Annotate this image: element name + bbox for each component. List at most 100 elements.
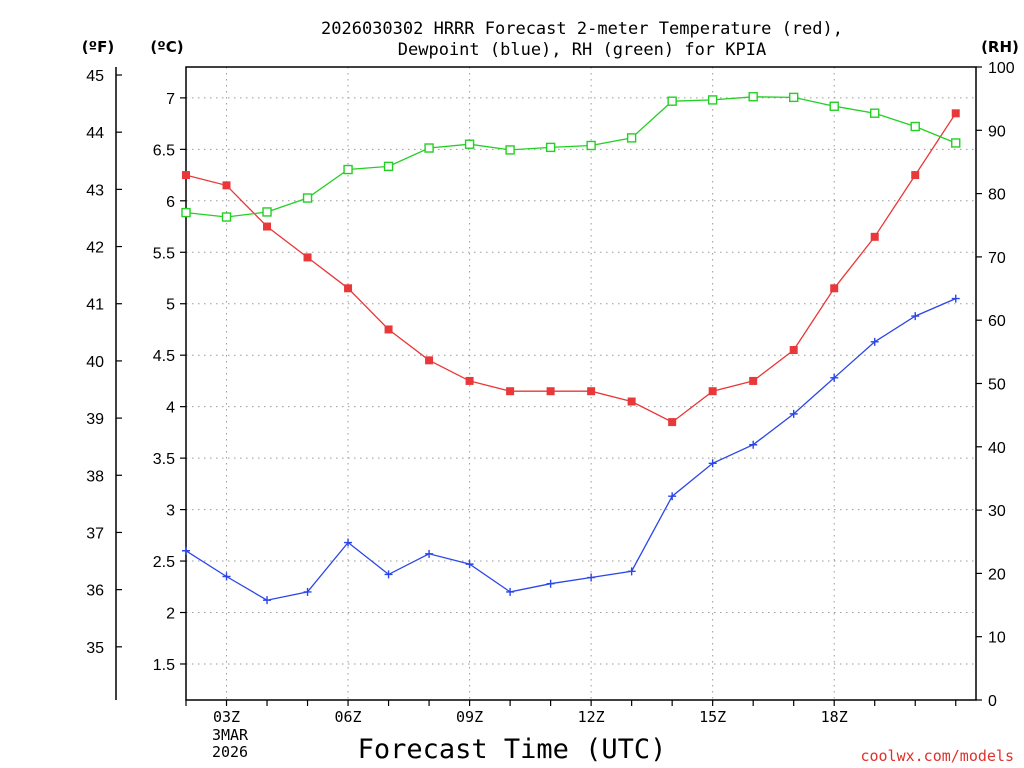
date-label-month: 3MAR [212, 726, 249, 744]
temperature-point [384, 325, 393, 334]
temperature-series [182, 109, 960, 427]
dewpoint-point [303, 587, 312, 596]
rh-point [464, 139, 475, 149]
time-tick-label: 12Z [578, 708, 605, 726]
rh-tick-label: 80 [988, 187, 1006, 204]
temperature-point [546, 387, 555, 396]
fahrenheit-unit-label: (ºF) [82, 38, 114, 56]
fahrenheit-tick-label: 35 [86, 640, 104, 657]
dewpoint-point [425, 549, 434, 558]
celsius-tick-label: 1.5 [153, 657, 175, 674]
fahrenheit-axis: 35 36 37 38 39 40 41 42 43 44 45 [86, 68, 122, 657]
rh-point [910, 121, 920, 132]
plot-area-frame [185, 66, 977, 701]
temperature-point [708, 387, 717, 396]
celsius-tick-label: 3 [166, 503, 175, 520]
date-label-year: 2026 [212, 743, 248, 761]
rh-point [788, 92, 799, 103]
time-tick-label: 18Z [821, 708, 848, 726]
rh-tick-label: 100 [988, 60, 1015, 77]
temperature-point [465, 376, 474, 385]
dewpoint-series [182, 294, 960, 605]
temperature-point [911, 171, 920, 180]
dewpoint-point [384, 570, 393, 579]
celsius-tick-label: 4 [166, 400, 175, 417]
dewpoint-line [185, 298, 956, 601]
temperature-point [222, 181, 231, 190]
dewpoint-point [951, 294, 960, 303]
celsius-tick-label: 5.5 [153, 245, 175, 262]
celsius-tick-label: 6.5 [153, 142, 175, 159]
fahrenheit-tick-label: 38 [86, 468, 104, 485]
temperature-point [789, 346, 798, 355]
dewpoint-point [465, 560, 474, 569]
dewpoint-point [182, 546, 190, 555]
rh-point [343, 164, 353, 175]
dewpoint-point [263, 596, 272, 605]
credit-link[interactable]: coolwx.com/models [860, 747, 1014, 765]
dewpoint-point [830, 373, 839, 382]
fahrenheit-tick-label: 45 [86, 68, 104, 85]
rh-unit-label: (RH) [981, 38, 1019, 56]
rh-point [586, 140, 596, 151]
fahrenheit-tick-label: 39 [86, 411, 104, 428]
temperature-point [951, 109, 960, 118]
chart-title: 2026030302 HRRR Forecast 2-meter Tempera… [321, 19, 843, 60]
temperature-point [303, 253, 312, 262]
rh-point [707, 95, 718, 105]
dewpoint-point [587, 573, 596, 582]
x-axis-title: Forecast Time (UTC) [358, 734, 667, 765]
temperature-line [185, 112, 957, 423]
dewpoint-point [749, 440, 758, 449]
chart-title-line1: 2026030302 HRRR Forecast 2-meter Tempera… [321, 19, 843, 39]
dewpoint-point [668, 492, 677, 501]
temperature-point [182, 171, 190, 180]
celsius-tick-label: 5 [166, 297, 175, 314]
dewpoint-point [911, 312, 920, 321]
temperature-point [668, 418, 677, 427]
rh-point [262, 207, 272, 217]
celsius-axis: 1.5 2 2.5 3 3.5 4 4.5 5 5.5 6 6.5 7 [153, 91, 186, 674]
celsius-tick-label: 2 [166, 606, 175, 623]
series-group [181, 92, 961, 605]
celsius-unit-label: (ºC) [150, 38, 183, 56]
celsius-tick-label: 2.5 [153, 554, 175, 571]
rh-point [951, 138, 961, 148]
time-tick-label: 03Z [213, 708, 240, 726]
temperature-point [870, 232, 879, 241]
rh-point [748, 92, 758, 102]
rh-tick-label: 90 [988, 123, 1006, 140]
rh-tick-label: 20 [988, 566, 1006, 583]
rh-point [181, 207, 191, 218]
temperature-point [830, 284, 839, 293]
rh-axis: 0 10 20 30 40 50 60 70 80 90 100 [976, 60, 1015, 710]
rh-point [383, 161, 394, 172]
celsius-tick-label: 3.5 [153, 451, 175, 468]
rh-tick-label: 50 [988, 377, 1006, 394]
rh-point [829, 101, 839, 111]
temperature-point [627, 397, 636, 406]
rh-tick-label: 70 [988, 250, 1006, 267]
rh-tick-label: 0 [988, 693, 997, 710]
dewpoint-point [506, 587, 515, 596]
rh-point [626, 133, 637, 143]
fahrenheit-tick-label: 42 [86, 240, 104, 257]
fahrenheit-tick-label: 37 [86, 525, 104, 542]
time-tick-label: 09Z [456, 708, 483, 726]
celsius-tick-label: 7 [166, 91, 175, 108]
dewpoint-point [708, 459, 717, 468]
time-axis: 03Z 06Z 09Z 12Z 15Z 18Z [185, 700, 957, 726]
time-tick-label: 15Z [699, 708, 726, 726]
dewpoint-point [546, 579, 555, 588]
rh-point [667, 96, 677, 106]
rh-point [302, 193, 313, 203]
rh-tick-label: 60 [988, 313, 1006, 330]
rh-series [181, 92, 961, 222]
rh-tick-label: 40 [988, 440, 1006, 457]
fahrenheit-tick-label: 40 [86, 354, 104, 371]
rh-point [424, 143, 434, 153]
rh-point [545, 142, 556, 153]
gridlines [186, 67, 976, 700]
dewpoint-point [789, 409, 798, 418]
